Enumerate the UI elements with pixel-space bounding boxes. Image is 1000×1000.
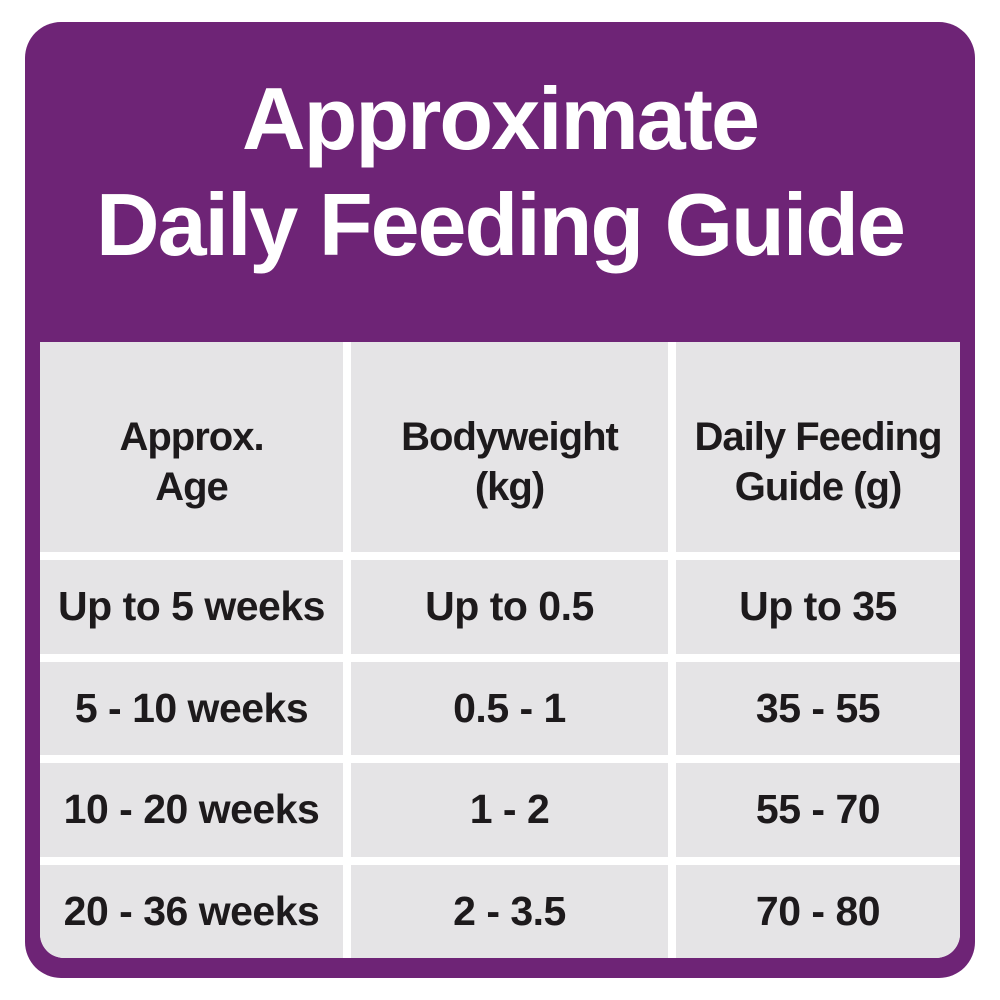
table-cell-bodyweight-row4: 2 - 3.5	[351, 864, 668, 958]
feeding-guide-table: Approx. Age Bodyweight (kg) Daily Feedin…	[40, 342, 960, 958]
table-cell-age-row3: 10 - 20 weeks	[40, 763, 343, 857]
table-cell-bodyweight-row3: 1 - 2	[351, 763, 668, 857]
column-header-daily-feeding-guide-line2: Guide (g)	[734, 465, 903, 509]
table-cell-bodyweight-row2: 0.5 - 1	[351, 661, 668, 755]
table-cell-age-row1: Up to 5 weeks	[40, 560, 343, 654]
table-cell-feeding-row4: 70 - 80	[676, 864, 960, 958]
feeding-guide-card: Approximate Daily Feeding Guide Approx. …	[25, 22, 975, 978]
table-cell-feeding-row2: 35 - 55	[676, 661, 960, 755]
page-title-line2: Daily Feeding Guide	[96, 175, 906, 274]
table-cell-bodyweight-row1: Up to 0.5	[351, 560, 668, 654]
page-title: Approximate Daily Feeding Guide	[25, 66, 975, 278]
table-cell-feeding-row1: Up to 35	[676, 560, 960, 654]
column-header-bodyweight-line1: Bodyweight	[401, 415, 619, 459]
column-header-approx-age: Approx. Age	[40, 342, 343, 552]
table-cell-age-row2: 5 - 10 weeks	[40, 661, 343, 755]
column-header-bodyweight: Bodyweight (kg)	[351, 342, 668, 552]
table-cell-age-row4: 20 - 36 weeks	[40, 864, 343, 958]
column-header-approx-age-line2: Age	[155, 465, 229, 509]
column-header-bodyweight-line2: (kg)	[474, 465, 545, 509]
page-title-line1: Approximate	[242, 69, 760, 168]
column-header-approx-age-line1: Approx.	[119, 415, 264, 459]
column-header-daily-feeding-guide: Daily Feeding Guide (g)	[676, 342, 960, 552]
table-cell-feeding-row3: 55 - 70	[676, 763, 960, 857]
column-header-daily-feeding-guide-line1: Daily Feeding	[694, 415, 942, 459]
